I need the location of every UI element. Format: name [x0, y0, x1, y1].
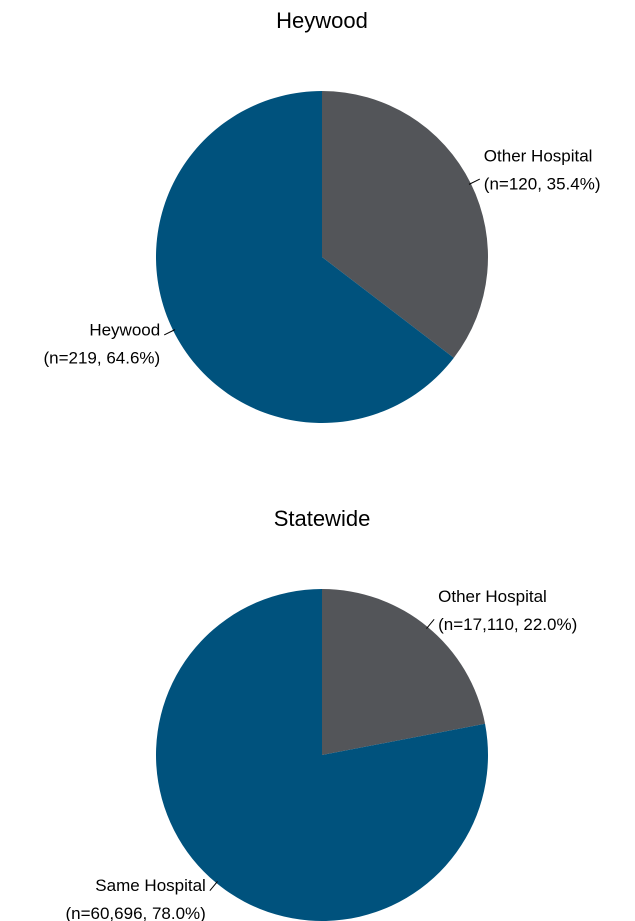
slice-label: Other Hospital [484, 147, 593, 166]
leader-line [209, 881, 218, 891]
slice-value-label: (n=17,110, 22.0%) [438, 615, 577, 634]
chart-title: Statewide [274, 506, 371, 531]
leader-line [468, 178, 481, 185]
leader-line [163, 329, 176, 336]
slice-value-label: (n=60,696, 78.0%) [65, 904, 205, 921]
leader-line [426, 619, 435, 629]
pie-slice [322, 589, 486, 755]
pie-slice [155, 91, 454, 423]
slice-value-label: (n=120, 35.4%) [484, 175, 601, 194]
pie-slice [155, 589, 488, 921]
pie-slice [322, 91, 488, 358]
slice-label: Other Hospital [438, 587, 547, 606]
slice-value-label: (n=219, 64.6%) [43, 348, 160, 367]
slice-label: Same Hospital [95, 876, 206, 895]
chart-title: Heywood [276, 8, 368, 33]
slice-label: Heywood [89, 320, 160, 339]
